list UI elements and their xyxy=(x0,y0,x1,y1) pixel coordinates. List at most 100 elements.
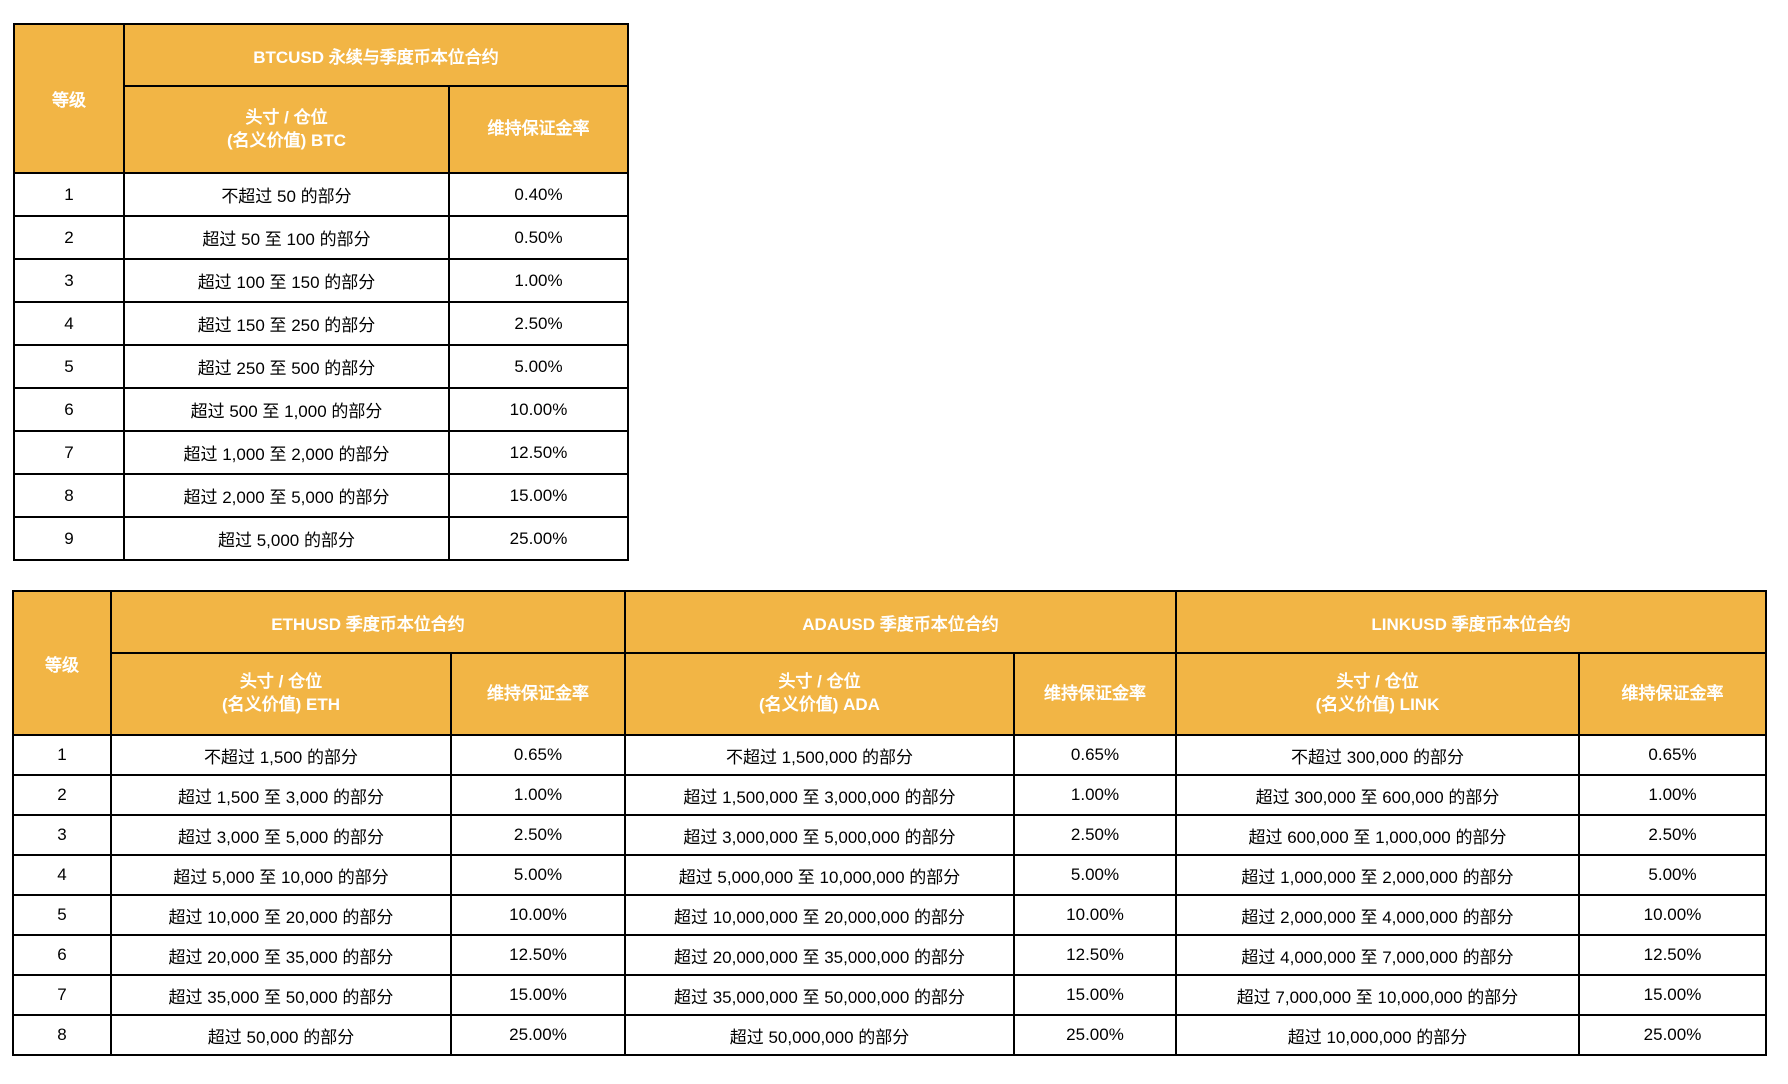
link-position-cell: 超过 300,000 至 600,000 的部分 xyxy=(1175,774,1580,816)
link-position-cell: 超过 4,000,000 至 7,000,000 的部分 xyxy=(1175,934,1580,976)
rate-cell: 12.50% xyxy=(448,430,629,475)
level-cell: 2 xyxy=(12,774,112,816)
link-rate-cell: 1.00% xyxy=(1578,774,1767,816)
rate-cell: 2.50% xyxy=(448,301,629,346)
eth-rate-cell: 15.00% xyxy=(450,974,626,1016)
eth-position-cell: 超过 50,000 的部分 xyxy=(110,1014,452,1056)
btcusd-table-title: BTCUSD 永续与季度币本位合约 xyxy=(123,23,629,87)
link-rate-cell: 10.00% xyxy=(1578,894,1767,936)
ada-position-cell: 不超过 1,500,000 的部分 xyxy=(624,734,1015,776)
eth-position-cell: 超过 5,000 至 10,000 的部分 xyxy=(110,854,452,896)
ada-position-cell: 超过 10,000,000 至 20,000,000 的部分 xyxy=(624,894,1015,936)
eth-rate-cell: 12.50% xyxy=(450,934,626,976)
table-row: 7 超过 1,000 至 2,000 的部分 12.50% xyxy=(13,430,629,475)
link-position-cell: 超过 7,000,000 至 10,000,000 的部分 xyxy=(1175,974,1580,1016)
level-cell: 2 xyxy=(13,215,125,260)
link-rate-cell: 25.00% xyxy=(1578,1014,1767,1056)
ada-rate-cell: 1.00% xyxy=(1013,774,1177,816)
table-row: 4 超过 5,000 至 10,000 的部分 5.00% 超过 5,000,000 … xyxy=(12,854,1767,896)
level-cell: 3 xyxy=(13,258,125,303)
level-cell: 8 xyxy=(12,1014,112,1056)
link-position-header-line2: (名义价值) LINK xyxy=(1315,695,1440,714)
rate-cell: 0.50% xyxy=(448,215,629,260)
ethusd-table-title: ETHUSD 季度币本位合约 xyxy=(110,590,626,654)
table-row: 1 不超过 1,500 的部分 0.65% 不超过 1,500,000 的部分 0.65… xyxy=(12,734,1767,776)
btcusd-table-body: 1 不超过 50 的部分 0.40% 2 超过 50 至 100 的部分 0.50% 3 超过… xyxy=(13,172,629,561)
level-header: 等级 xyxy=(12,590,112,736)
position-cell: 超过 1,000 至 2,000 的部分 xyxy=(123,430,450,475)
alts-table-body: 1 不超过 1,500 的部分 0.65% 不超过 1,500,000 的部分 0.65… xyxy=(12,734,1767,1056)
linkusd-table-title: LINKUSD 季度币本位合约 xyxy=(1175,590,1767,654)
ada-rate-cell: 5.00% xyxy=(1013,854,1177,896)
table-row: 2 超过 50 至 100 的部分 0.50% xyxy=(13,215,629,260)
rate-cell: 25.00% xyxy=(448,516,629,561)
link-rate-cell: 5.00% xyxy=(1578,854,1767,896)
level-cell: 9 xyxy=(13,516,125,561)
ada-rate-cell: 15.00% xyxy=(1013,974,1177,1016)
link-rate-cell: 15.00% xyxy=(1578,974,1767,1016)
rate-cell: 1.00% xyxy=(448,258,629,303)
ada-position-header: 头寸 / 仓位 (名义价值) ADA xyxy=(624,652,1015,736)
level-cell: 1 xyxy=(12,734,112,776)
eth-position-cell: 超过 1,500 至 3,000 的部分 xyxy=(110,774,452,816)
rate-cell: 15.00% xyxy=(448,473,629,518)
link-rate-cell: 12.50% xyxy=(1578,934,1767,976)
eth-rate-cell: 10.00% xyxy=(450,894,626,936)
link-margin-rate-header: 维持保证金率 xyxy=(1578,652,1767,736)
eth-position-header: 头寸 / 仓位 (名义价值) ETH xyxy=(110,652,452,736)
level-cell: 5 xyxy=(12,894,112,936)
btcusd-subheader-row: 头寸 / 仓位 (名义价值) BTC 维持保证金率 xyxy=(14,85,629,174)
ada-position-cell: 超过 20,000,000 至 35,000,000 的部分 xyxy=(624,934,1015,976)
margin-rate-header: 维持保证金率 xyxy=(448,85,629,174)
table-row: 9 超过 5,000 的部分 25.00% xyxy=(13,516,629,561)
rate-cell: 5.00% xyxy=(448,344,629,389)
link-position-cell: 超过 1,000,000 至 2,000,000 的部分 xyxy=(1175,854,1580,896)
position-cell: 超过 250 至 500 的部分 xyxy=(123,344,450,389)
link-position-cell: 超过 600,000 至 1,000,000 的部分 xyxy=(1175,814,1580,856)
position-cell: 不超过 50 的部分 xyxy=(123,172,450,217)
eth-rate-cell: 5.00% xyxy=(450,854,626,896)
table-row: 8 超过 2,000 至 5,000 的部分 15.00% xyxy=(13,473,629,518)
rate-cell: 10.00% xyxy=(448,387,629,432)
level-cell: 6 xyxy=(12,934,112,976)
table-row: 6 超过 500 至 1,000 的部分 10.00% xyxy=(13,387,629,432)
table-row: 4 超过 150 至 250 的部分 2.50% xyxy=(13,301,629,346)
link-position-cell: 不超过 300,000 的部分 xyxy=(1175,734,1580,776)
table-row: 2 超过 1,500 至 3,000 的部分 1.00% 超过 1,500,000 至… xyxy=(12,774,1767,816)
link-position-cell: 超过 10,000,000 的部分 xyxy=(1175,1014,1580,1056)
alts-table-header: 等级 ETHUSD 季度币本位合约 ADAUSD 季度币本位合约 LINKUSD… xyxy=(12,590,1767,736)
position-header-line1: 头寸 / 仓位 xyxy=(245,107,328,127)
table-row: 3 超过 100 至 150 的部分 1.00% xyxy=(13,258,629,303)
position-header: 头寸 / 仓位 (名义价值) BTC xyxy=(123,85,450,174)
eth-rate-cell: 25.00% xyxy=(450,1014,626,1056)
eth-position-cell: 不超过 1,500 的部分 xyxy=(110,734,452,776)
link-rate-cell: 2.50% xyxy=(1578,814,1767,856)
eth-rate-cell: 2.50% xyxy=(450,814,626,856)
ada-rate-cell: 12.50% xyxy=(1013,934,1177,976)
level-cell: 6 xyxy=(13,387,125,432)
position-cell: 超过 150 至 250 的部分 xyxy=(123,301,450,346)
eth-position-cell: 超过 10,000 至 20,000 的部分 xyxy=(110,894,452,936)
level-cell: 7 xyxy=(12,974,112,1016)
position-cell: 超过 500 至 1,000 的部分 xyxy=(123,387,450,432)
ada-margin-rate-header: 维持保证金率 xyxy=(1013,652,1177,736)
level-cell: 5 xyxy=(13,344,125,389)
table-row: 1 不超过 50 的部分 0.40% xyxy=(13,172,629,217)
level-cell: 4 xyxy=(13,301,125,346)
btcusd-margin-table: 等级 BTCUSD 永续与季度币本位合约 头寸 / 仓位 (名义价值) BTC … xyxy=(13,23,629,561)
alts-title-row: 等级 ETHUSD 季度币本位合约 ADAUSD 季度币本位合约 LINKUSD… xyxy=(12,590,1767,736)
level-cell: 7 xyxy=(13,430,125,475)
link-position-header: 头寸 / 仓位 (名义价值) LINK xyxy=(1175,652,1580,736)
ada-position-cell: 超过 3,000,000 至 5,000,000 的部分 xyxy=(624,814,1015,856)
link-position-header-line1: 头寸 / 仓位 xyxy=(1336,672,1419,692)
eth-position-cell: 超过 3,000 至 5,000 的部分 xyxy=(110,814,452,856)
eth-position-cell: 超过 20,000 至 35,000 的部分 xyxy=(110,934,452,976)
ada-position-cell: 超过 35,000,000 至 50,000,000 的部分 xyxy=(624,974,1015,1016)
eth-rate-cell: 0.65% xyxy=(450,734,626,776)
ada-position-header-line1: 头寸 / 仓位 xyxy=(778,672,861,692)
level-cell: 4 xyxy=(12,854,112,896)
position-header-line2: (名义价值) BTC xyxy=(227,130,346,150)
table-row: 5 超过 10,000 至 20,000 的部分 10.00% 超过 10,000,0… xyxy=(12,894,1767,936)
alts-margin-table: 等级 ETHUSD 季度币本位合约 ADAUSD 季度币本位合约 LINKUSD… xyxy=(12,590,1767,1056)
